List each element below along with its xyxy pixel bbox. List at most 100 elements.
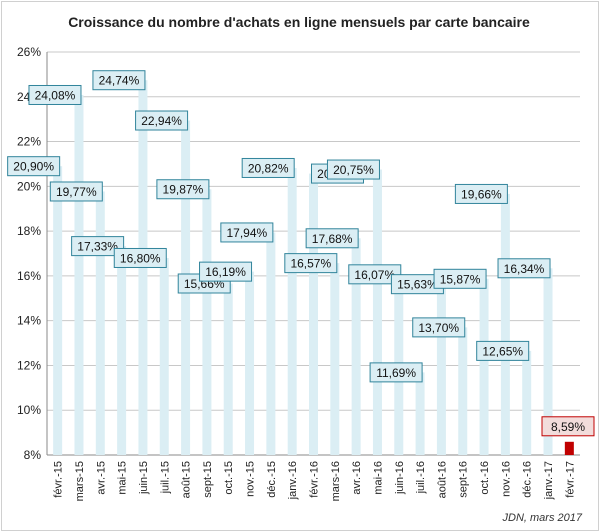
bar (53, 166, 63, 455)
data-label: 16,80% (120, 251, 161, 265)
chart-source: JDN, mars 2017 (502, 512, 582, 524)
x-tick-label: nov.-16 (500, 461, 512, 497)
data-label: 19,66% (461, 187, 502, 201)
bar (223, 283, 233, 455)
x-tick-label: sept-16 (458, 461, 470, 498)
data-label: 13,70% (418, 321, 459, 335)
x-tick-label: déc.-16 (522, 461, 534, 498)
data-label: 20,75% (333, 163, 374, 177)
x-tick-label: avr.-16 (351, 461, 363, 495)
bar (309, 173, 318, 456)
data-label: 20,82% (248, 161, 289, 175)
data-label-box (135, 110, 189, 131)
x-tick-label: sept-15 (202, 461, 214, 498)
bar (95, 191, 105, 455)
bar (74, 94, 84, 455)
data-label: 12,65% (482, 344, 523, 358)
data-label-box (412, 317, 466, 338)
y-tick-label: 8% (24, 448, 42, 462)
data-label: 24,08% (35, 88, 76, 102)
data-label-box (241, 157, 295, 178)
data-label: 16,19% (205, 265, 246, 279)
data-label: 17,94% (227, 226, 268, 240)
data-label-box (71, 236, 125, 257)
data-label-box (49, 181, 103, 202)
bar (372, 169, 382, 455)
data-label: 19,87% (163, 183, 204, 197)
data-label-box (284, 253, 338, 274)
x-tick-label: janv.-17 (543, 461, 555, 500)
x-tick-label: juil.-15 (159, 461, 171, 494)
data-label: 15,87% (440, 272, 481, 286)
chart-title: Croissance du nombre d'achats en ligne m… (68, 14, 530, 30)
x-tick-label: nov.-15 (245, 461, 257, 497)
y-tick-label: 16% (17, 269, 41, 283)
data-label-box (433, 268, 487, 289)
x-tick-label: févr.-17 (564, 461, 576, 498)
x-tick-label: mai-16 (372, 461, 384, 495)
x-tick-label: mars-15 (74, 461, 86, 501)
data-label-box (326, 159, 380, 180)
bar (415, 372, 425, 455)
x-tick-label: juil.-16 (415, 461, 427, 494)
x-tick-label: avr.-15 (95, 461, 107, 495)
y-tick-label: 12% (17, 358, 41, 372)
data-label: 16,34% (504, 262, 545, 276)
bar (287, 167, 297, 456)
data-label-box (28, 84, 82, 105)
x-tick-label: août-16 (436, 461, 448, 498)
data-label-box (476, 340, 530, 361)
bar (500, 193, 510, 455)
data-label: 16,07% (354, 268, 395, 282)
y-tick-label: 26% (17, 45, 41, 59)
data-label: 17,68% (312, 232, 353, 246)
data-label-box (497, 258, 551, 279)
x-tick-label: août-15 (181, 461, 193, 498)
x-tick-label: juin-16 (394, 461, 406, 495)
x-tick-label: févr.-16 (309, 461, 321, 498)
y-tick-label: 20% (17, 179, 41, 193)
x-tick-label: déc.-15 (266, 461, 278, 498)
bar (245, 271, 255, 455)
bar (330, 263, 340, 455)
data-label-box (541, 416, 595, 437)
data-label: 16,57% (290, 257, 331, 271)
bar (564, 441, 574, 455)
x-tick-label: mai-15 (117, 461, 129, 495)
data-label-box (454, 183, 508, 204)
y-tick-label: 10% (17, 403, 41, 417)
bar (543, 268, 553, 455)
data-label-box (220, 222, 274, 243)
bar (479, 278, 489, 455)
data-label: 20,90% (13, 160, 54, 174)
x-tick-label: janv.-16 (287, 461, 299, 500)
bar (117, 246, 127, 455)
data-label-box (92, 70, 146, 91)
bar (351, 238, 361, 455)
y-tick-label: 22% (17, 135, 41, 149)
data-label-box (369, 362, 423, 383)
x-tick-label: juin-15 (138, 461, 150, 495)
data-label: 15,63% (397, 278, 438, 292)
data-label-box (113, 247, 167, 268)
data-label-box (156, 179, 210, 200)
x-tick-label: févr.-15 (53, 461, 65, 498)
bar (202, 189, 212, 455)
bar (159, 257, 169, 455)
data-label: 11,69% (376, 366, 416, 380)
y-tick-label: 14% (17, 314, 41, 328)
data-label: 19,77% (56, 185, 97, 199)
bar (436, 284, 446, 455)
x-tick-label: mars-16 (330, 461, 342, 501)
data-label: 24,74% (99, 74, 140, 88)
data-label: 17,33% (77, 240, 118, 254)
data-label-box (305, 228, 359, 249)
data-label: 8,59% (551, 420, 585, 434)
x-tick-label: oct.-15 (223, 461, 235, 495)
data-label: 22,94% (141, 114, 182, 128)
data-label-box (7, 156, 61, 177)
bar (458, 327, 468, 455)
x-tick-label: oct.-16 (479, 461, 491, 495)
y-tick-label: 18% (17, 224, 41, 238)
